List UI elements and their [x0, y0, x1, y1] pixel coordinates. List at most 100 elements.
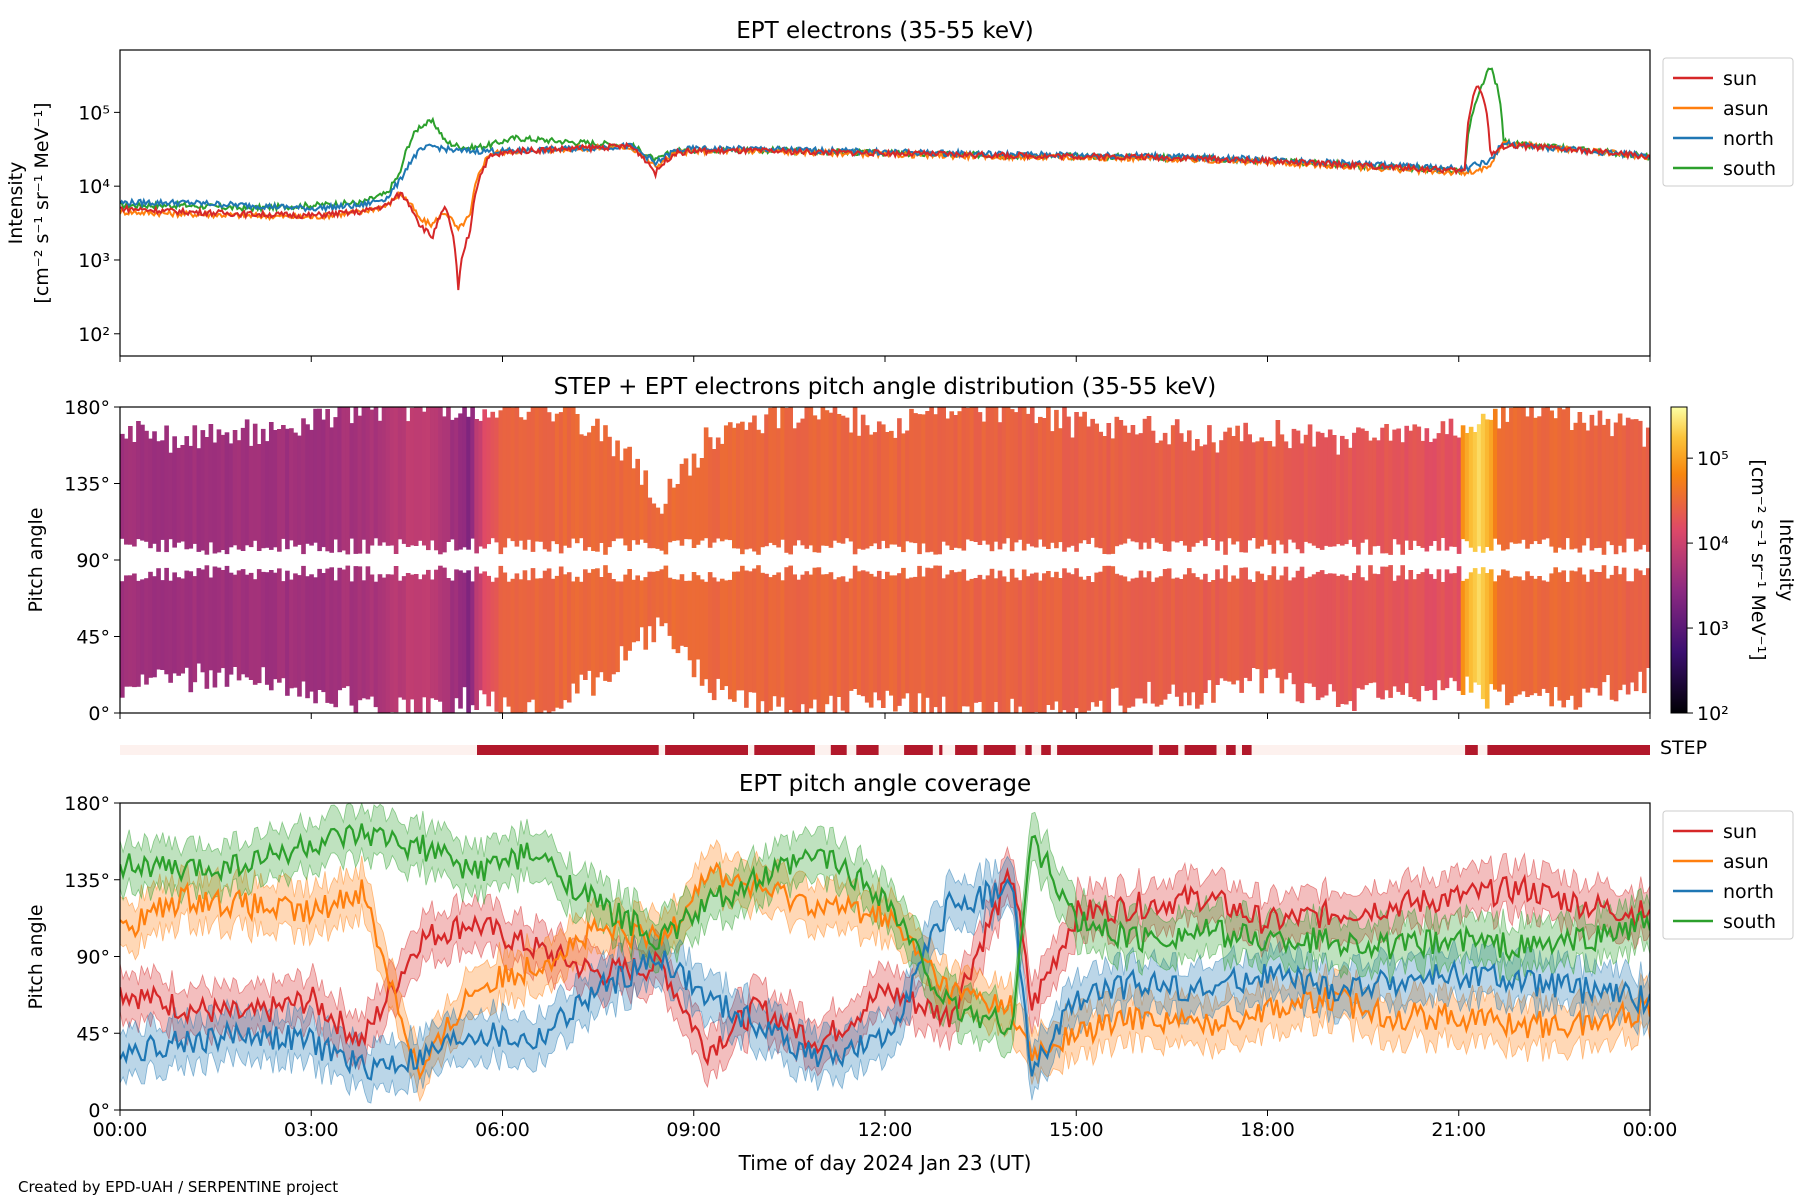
intensity-y-label: Intensity	[5, 162, 27, 245]
pad-cell	[1573, 571, 1579, 710]
pad-cell	[691, 453, 697, 548]
pad-cell	[1323, 574, 1329, 696]
pad-cell	[1094, 423, 1099, 548]
pad-cell	[1122, 425, 1128, 544]
pad-cell	[502, 572, 508, 698]
pad-cell	[1247, 579, 1252, 682]
pad-cell	[1492, 408, 1498, 539]
pad-cell	[313, 577, 318, 704]
pad-cell	[470, 407, 475, 539]
pad-cell	[244, 419, 250, 546]
pad-cell	[1319, 570, 1325, 698]
pad-cell	[764, 573, 769, 713]
pad-cell	[796, 422, 802, 541]
pad-cell	[655, 571, 661, 618]
pad-cell	[989, 407, 995, 552]
pad-cell	[329, 427, 334, 553]
step-interval	[1041, 745, 1051, 755]
pad-cell	[732, 427, 737, 549]
pad-cell	[1199, 579, 1204, 705]
pad-cell	[1617, 574, 1623, 691]
pad-cell	[373, 407, 379, 539]
pad-cell	[848, 432, 854, 542]
pad-cell	[289, 579, 294, 689]
pad-cell	[776, 428, 781, 548]
pad-cell	[961, 569, 967, 707]
pad-cell	[647, 497, 653, 549]
pad-cell	[973, 407, 979, 542]
step-interval	[1226, 745, 1236, 755]
colorbar-tick-label: 10³	[1697, 618, 1729, 640]
pad-cell	[1275, 579, 1281, 678]
pad-cell	[1235, 425, 1240, 542]
pad-cell	[1050, 577, 1055, 710]
y-tick-label: 135°	[64, 474, 110, 496]
pad-cell	[1070, 574, 1075, 713]
pad-cell	[176, 577, 181, 676]
pad-cell	[623, 448, 628, 546]
pad-cell	[446, 407, 451, 542]
pad-cell	[1271, 566, 1277, 669]
x-tick-label: 21:00	[1431, 1119, 1486, 1141]
pad-cell	[816, 567, 822, 713]
pad-cell	[196, 568, 202, 664]
pad-cell	[293, 573, 298, 688]
pad-cell	[365, 407, 371, 554]
pad-cell	[1231, 575, 1236, 685]
pad-cell	[381, 577, 387, 713]
pad-cell	[679, 574, 685, 646]
pad-cell	[1509, 577, 1514, 703]
pad-cell	[1062, 568, 1067, 711]
pad-cell	[1436, 569, 1442, 681]
pad-cell	[152, 431, 157, 544]
pad-cell	[506, 581, 512, 707]
pad-cell	[820, 574, 826, 713]
pad-cell	[558, 412, 564, 554]
pad-cell	[1633, 568, 1639, 692]
pad-cell	[1243, 567, 1248, 678]
pad-cell	[659, 569, 665, 627]
pad-cell	[188, 571, 194, 693]
pad-cell	[1029, 573, 1035, 713]
pad-cell	[220, 570, 226, 669]
pad-cell	[1042, 573, 1047, 713]
pad-cell	[1476, 573, 1482, 685]
pad-cell	[1215, 452, 1220, 551]
pad-cell	[144, 578, 149, 685]
pad-cell	[727, 579, 733, 700]
pad-cell	[1050, 431, 1055, 543]
pad-cell	[514, 573, 520, 713]
pad-cell	[1307, 424, 1313, 544]
pad-cell	[1070, 437, 1075, 546]
pad-cell	[812, 567, 818, 700]
pad-cell	[1428, 442, 1434, 546]
pad-cell	[655, 507, 661, 549]
pad-cell	[808, 407, 814, 546]
pad-cell	[337, 407, 343, 553]
pad-cell	[893, 575, 898, 712]
pad-cell	[615, 440, 620, 539]
coverage-band-south	[120, 803, 1650, 1059]
pad-cell	[462, 407, 467, 548]
pad-cell	[1529, 575, 1534, 696]
pad-cell	[1009, 568, 1015, 699]
pad-cell	[937, 565, 942, 713]
pad-cell	[784, 567, 789, 713]
pad-cell	[1162, 432, 1168, 551]
pad-cell	[1400, 442, 1405, 555]
pad-cell	[583, 569, 588, 680]
pad-cell	[792, 428, 798, 546]
coverage-legend: sun asun north south	[1662, 810, 1794, 940]
pad-cell	[1033, 572, 1039, 712]
pad-cell	[297, 575, 302, 697]
pad-cell	[1223, 565, 1228, 681]
pad-cell	[1412, 579, 1418, 700]
pad-cell	[1315, 431, 1321, 549]
pad-cell	[1533, 417, 1538, 542]
pad-cell	[1158, 440, 1164, 544]
coverage-y-ticks: 0° 45° 90° 135° 180°	[64, 793, 120, 1122]
pad-cell	[667, 577, 673, 636]
pad-cell	[228, 572, 234, 675]
pad-cell	[1110, 438, 1116, 554]
pad-cell	[901, 433, 906, 553]
